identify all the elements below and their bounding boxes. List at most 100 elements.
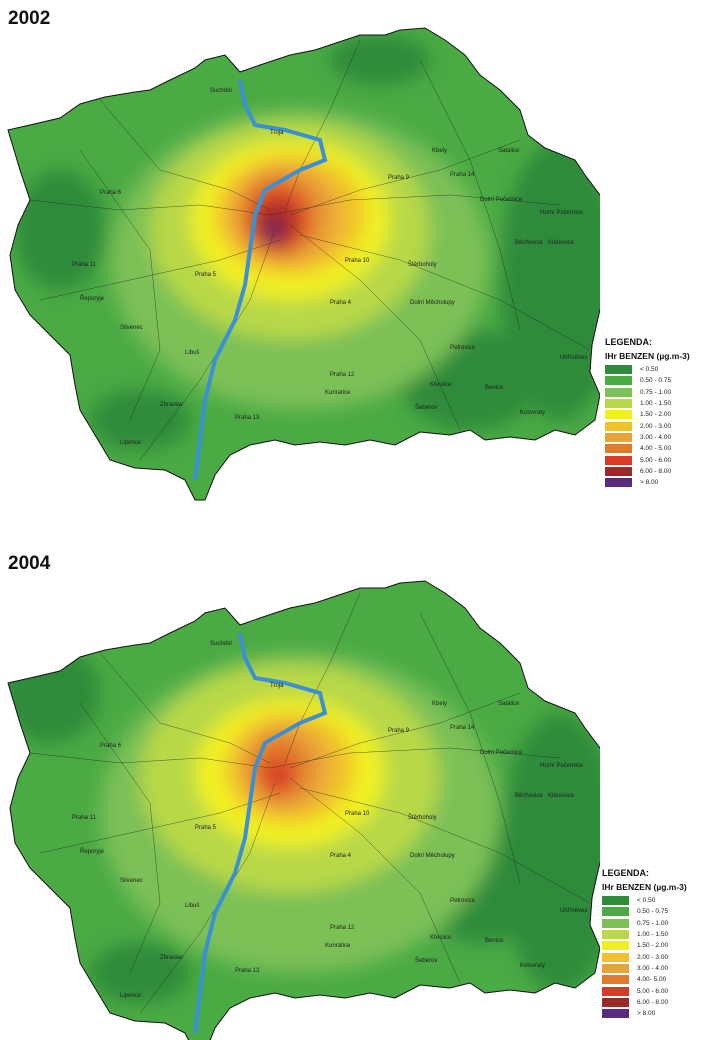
legend-label: 4.00 - 5.00 [640,445,672,453]
legend-unit: (µg.m-3) [656,351,690,361]
legend-swatch [602,896,629,906]
legend-item: 4.00- 5.00 [602,974,687,985]
place-label: Praha 10 [345,811,370,817]
place-label: Praha 9 [388,175,410,181]
legend-item: 3.00 - 4.00 [602,963,687,974]
legend-item: 0.50 - 0.75 [605,375,690,386]
place-label: Praha 13 [235,968,260,974]
legend-item: 1.50 - 2.00 [602,940,687,951]
place-label: Kbely [432,701,448,707]
legend-swatch [605,399,632,409]
place-label: Horní Počernice [540,210,584,216]
legend-title: LEGENDA: [602,868,649,878]
legend-swatch [605,365,632,375]
legend-label: 2.00 - 3.00 [640,422,672,430]
legend-item: > 8.00 [605,477,690,488]
place-label: Lipence [120,993,142,999]
place-label: Štěrboholy [408,815,437,821]
legend-swatch [605,478,632,488]
place-label: Suchdol [210,88,232,94]
legend-item: 6.00 - 8.00 [602,997,687,1008]
place-label: Šeberov [415,405,438,411]
year-title: 2002 [8,8,51,29]
legend-swatch [602,907,629,917]
place-label: Slivenec [120,878,143,884]
place-label: Praha 12 [330,372,355,378]
place-label: Kunratice [325,390,351,396]
place-label: Dolní Měcholupy [410,300,455,306]
legend-swatch [605,455,632,465]
place-label: Praha 4 [330,300,352,306]
place-label: Řeporyje [80,296,105,302]
place-label: Dolní Počernice [480,197,523,203]
place-label: Šeberov [415,958,438,964]
place-label: Slivenec [120,325,143,331]
legend-label: < 0.50 [640,366,659,374]
place-label: Běchovice [515,240,543,246]
place-label: Petrovice [450,898,476,904]
legend-item: 2.00 - 3.00 [602,951,687,962]
place-label: Štěrboholy [408,262,437,268]
place-label: Dolní Měcholupy [410,853,455,859]
legend-label: 2.00 - 3.00 [637,953,669,961]
legend-variable: IHr BENZEN [605,351,655,361]
legend-label: > 8.00 [637,1010,656,1018]
place-label: Kolovraty [520,963,546,969]
place-label: Kbely [432,148,448,154]
legend-label: 0.75 - 1.00 [640,388,672,396]
legend-variable: IHr BENZEN [602,882,652,892]
legend-label: 0.50 - 0.75 [640,377,672,385]
place-label: Praha 4 [330,853,352,859]
place-label: Troja [270,130,284,136]
place-label: Klánovice [548,240,575,246]
year-title: 2004 [8,553,51,574]
legend-item: > 8.00 [602,1008,687,1019]
place-label: Praha 5 [195,272,217,278]
legend-item: 0.75 - 1.00 [602,918,687,929]
legend-label: 1.00 - 1.50 [640,400,672,408]
legend: LEGENDA: IHr BENZEN (µg.m-3) < 0.50 0.50 … [605,337,690,488]
map-panel-2002: 2002 [7,8,690,501]
legend-item: 1.50 - 2.00 [605,409,690,420]
legend-label: 1.00 - 1.50 [637,931,669,939]
place-label: Benice [485,938,504,944]
place-label: Satalice [498,148,520,154]
legend-label: 1.50 - 2.00 [640,411,672,419]
place-label: Uhříněves [560,908,588,914]
legend-label: > 8.00 [640,479,659,487]
place-label: Praha 11 [72,262,96,268]
benzene-map [7,580,600,1040]
legend-label: 4.00- 5.00 [637,976,667,984]
legend-label: 5.00 - 6.00 [640,456,672,464]
legend-swatch [602,918,629,928]
legend-swatch [602,997,629,1007]
legend-item: 5.00 - 6.00 [605,454,690,465]
legend-label: 3.00 - 4.00 [637,964,669,972]
place-label: Libuš [185,903,200,909]
legend-item: 3.00 - 4.00 [605,432,690,443]
place-label: Kunratice [325,943,351,949]
legend-item: < 0.50 [602,895,687,906]
legend-swatch [602,1009,629,1019]
map-panel-2004: 2004 [0,520,705,1040]
place-label: Klánovice [548,793,575,799]
place-label: Praha 6 [100,190,122,196]
place-label: Křeslice [430,382,452,388]
legend-label: 5.00 - 6.00 [637,987,669,995]
legend-swatch [605,376,632,386]
legend-swatch [605,466,632,476]
legend-item: < 0.50 [605,364,690,375]
place-label: Praha 14 [450,725,475,731]
legend-label: 1.50 - 2.00 [637,942,669,950]
legend-item: 6.00 - 8.00 [605,466,690,477]
place-label: Satalice [498,701,520,707]
legend-subtitle: IHr BENZEN (µg.m-3) [605,351,690,361]
place-label: Troja [270,683,284,689]
legend-subtitle: IHr BENZEN (µg.m-3) [602,882,687,892]
place-label: Petrovice [450,345,476,351]
legend-unit: (µg.m-3) [653,882,687,892]
place-label: Libuš [185,350,200,356]
place-label: Praha 14 [450,172,475,178]
legend-label: 0.50 - 0.75 [637,908,669,916]
legend-swatch [605,432,632,442]
